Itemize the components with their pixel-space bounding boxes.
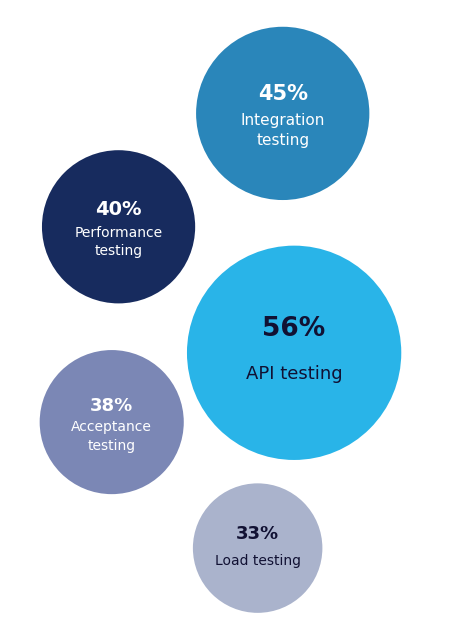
Text: 38%: 38% bbox=[90, 398, 133, 415]
Text: 33%: 33% bbox=[236, 525, 278, 543]
Circle shape bbox=[196, 26, 369, 200]
Text: Performance
testing: Performance testing bbox=[74, 226, 162, 258]
Circle shape bbox=[187, 246, 400, 460]
Text: 56%: 56% bbox=[262, 316, 325, 342]
Text: 45%: 45% bbox=[257, 84, 307, 105]
Text: 40%: 40% bbox=[95, 200, 142, 219]
Circle shape bbox=[40, 350, 183, 494]
Circle shape bbox=[42, 150, 195, 304]
Text: API testing: API testing bbox=[245, 365, 342, 383]
Text: Integration
testing: Integration testing bbox=[240, 113, 324, 148]
Text: Load testing: Load testing bbox=[214, 554, 300, 568]
Circle shape bbox=[192, 483, 322, 613]
Text: Acceptance
testing: Acceptance testing bbox=[71, 420, 152, 453]
